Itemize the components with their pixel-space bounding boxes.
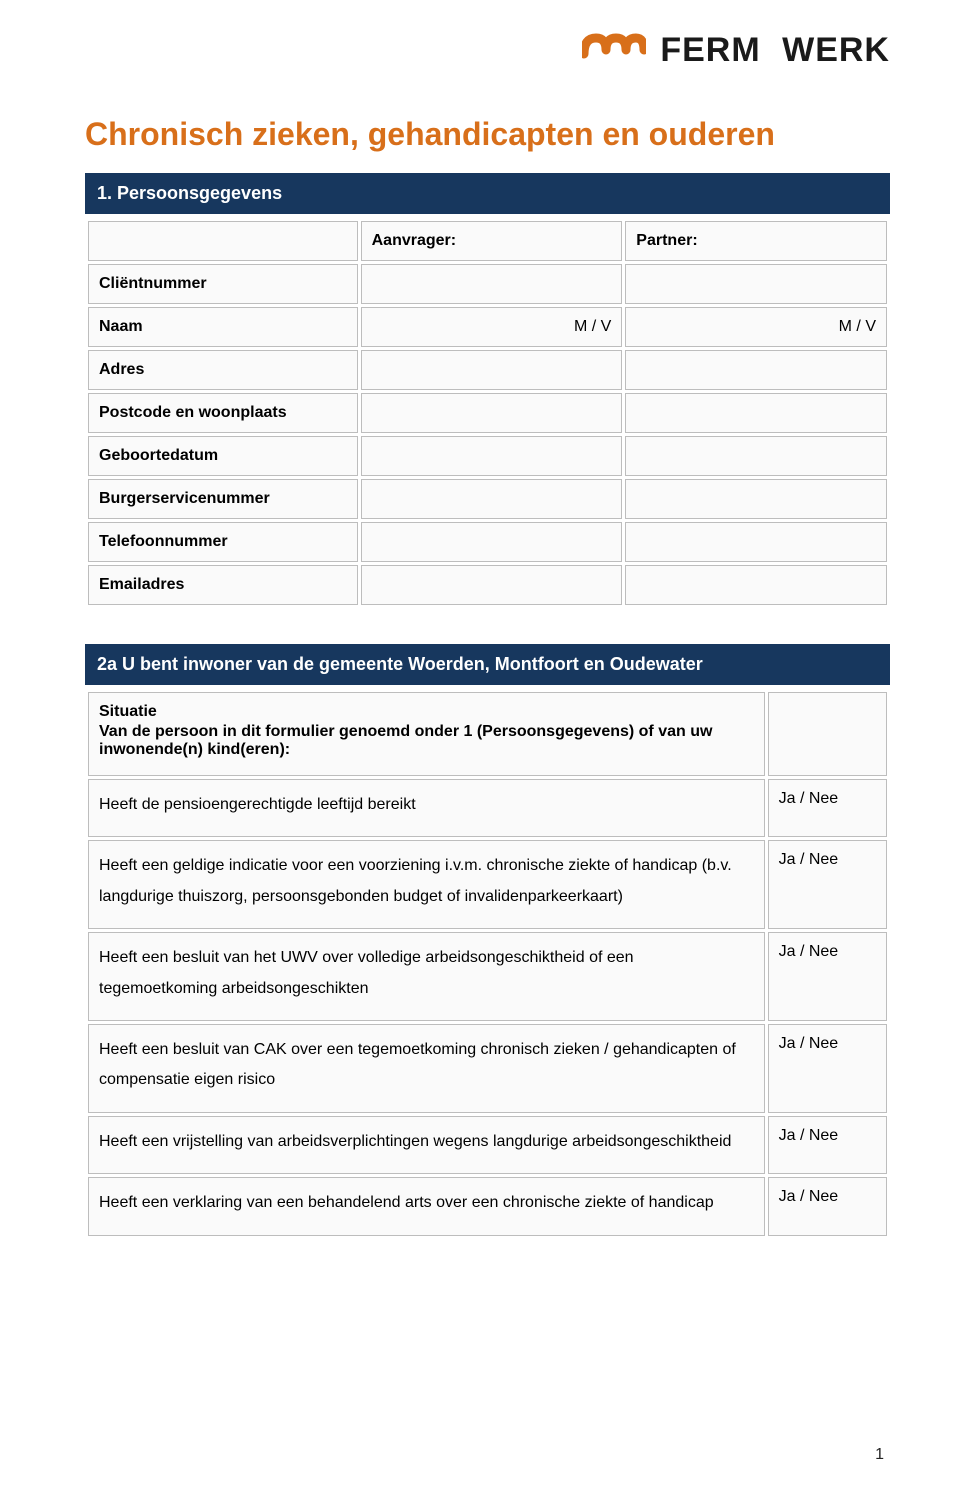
table-row: Naam M / V M / V bbox=[88, 307, 887, 347]
table-row: Burgerservicenummer bbox=[88, 479, 887, 519]
geboortedatum-aanvrager-cell[interactable] bbox=[361, 436, 623, 476]
table-row: Heeft een verklaring van een behandelend… bbox=[88, 1177, 887, 1235]
situation-a4[interactable]: Ja / Nee bbox=[768, 1024, 887, 1113]
bsn-partner-cell[interactable] bbox=[625, 479, 887, 519]
naam-aanvrager-cell[interactable]: M / V bbox=[361, 307, 623, 347]
label-adres: Adres bbox=[88, 350, 358, 390]
table-header-row: Aanvrager: Partner: bbox=[88, 221, 887, 261]
clientnummer-aanvrager-cell[interactable] bbox=[361, 264, 623, 304]
postcode-partner-cell[interactable] bbox=[625, 393, 887, 433]
document-title: Chronisch zieken, gehandicapten en ouder… bbox=[85, 116, 890, 153]
email-partner-cell[interactable] bbox=[625, 565, 887, 605]
page-number: 1 bbox=[875, 1446, 884, 1464]
adres-aanvrager-cell[interactable] bbox=[361, 350, 623, 390]
thin-header-cell bbox=[88, 221, 358, 261]
situation-table: Situatie Van de persoon in dit formulier… bbox=[85, 689, 890, 1239]
email-aanvrager-cell[interactable] bbox=[361, 565, 623, 605]
geboortedatum-partner-cell[interactable] bbox=[625, 436, 887, 476]
personal-details-table: Aanvrager: Partner: Cliëntnummer Naam M … bbox=[85, 218, 890, 608]
postcode-aanvrager-cell[interactable] bbox=[361, 393, 623, 433]
table-row: Heeft een vrijstelling van arbeidsverpli… bbox=[88, 1116, 887, 1174]
label-naam: Naam bbox=[88, 307, 358, 347]
label-email: Emailadres bbox=[88, 565, 358, 605]
page: FERM WERK Chronisch zieken, gehandicapte… bbox=[0, 0, 960, 1490]
table-row: Heeft een besluit van CAK over een tegem… bbox=[88, 1024, 887, 1113]
table-row: Adres bbox=[88, 350, 887, 390]
logo-row: FERM WERK bbox=[85, 20, 890, 80]
table-row: Postcode en woonplaats bbox=[88, 393, 887, 433]
section-2a-header: 2a U bent inwoner van de gemeente Woerde… bbox=[85, 644, 890, 685]
table-row: Heeft een geldige indicatie voor een voo… bbox=[88, 840, 887, 929]
label-geboortedatum: Geboortedatum bbox=[88, 436, 358, 476]
situation-a2[interactable]: Ja / Nee bbox=[768, 840, 887, 929]
label-telefoon: Telefoonnummer bbox=[88, 522, 358, 562]
col-header-aanvrager: Aanvrager: bbox=[361, 221, 623, 261]
table-row: Emailadres bbox=[88, 565, 887, 605]
situation-a1[interactable]: Ja / Nee bbox=[768, 779, 887, 837]
situation-a5[interactable]: Ja / Nee bbox=[768, 1116, 887, 1174]
situation-q5: Heeft een vrijstelling van arbeidsverpli… bbox=[88, 1116, 765, 1174]
table-row: Telefoonnummer bbox=[88, 522, 887, 562]
situation-a6[interactable]: Ja / Nee bbox=[768, 1177, 887, 1235]
ferm-werk-logo-icon bbox=[582, 26, 646, 75]
label-bsn: Burgerservicenummer bbox=[88, 479, 358, 519]
situatie-header-answer bbox=[768, 692, 887, 776]
situation-a3[interactable]: Ja / Nee bbox=[768, 932, 887, 1021]
telefoon-partner-cell[interactable] bbox=[625, 522, 887, 562]
brand-name: FERM WERK bbox=[660, 31, 890, 70]
situation-q2: Heeft een geldige indicatie voor een voo… bbox=[88, 840, 765, 929]
table-row: Cliëntnummer bbox=[88, 264, 887, 304]
section-1-header: 1. Persoonsgegevens bbox=[85, 173, 890, 214]
telefoon-aanvrager-cell[interactable] bbox=[361, 522, 623, 562]
situation-q6: Heeft een verklaring van een behandelend… bbox=[88, 1177, 765, 1235]
naam-partner-cell[interactable]: M / V bbox=[625, 307, 887, 347]
situation-q3: Heeft een besluit van het UWV over volle… bbox=[88, 932, 765, 1021]
col-header-partner: Partner: bbox=[625, 221, 887, 261]
clientnummer-partner-cell[interactable] bbox=[625, 264, 887, 304]
adres-partner-cell[interactable] bbox=[625, 350, 887, 390]
label-postcode: Postcode en woonplaats bbox=[88, 393, 358, 433]
bsn-aanvrager-cell[interactable] bbox=[361, 479, 623, 519]
situation-q4: Heeft een besluit van CAK over een tegem… bbox=[88, 1024, 765, 1113]
situation-q1: Heeft de pensioengerechtigde leeftijd be… bbox=[88, 779, 765, 837]
table-row: Heeft een besluit van het UWV over volle… bbox=[88, 932, 887, 1021]
situation-header-row: Situatie Van de persoon in dit formulier… bbox=[88, 692, 887, 776]
table-row: Heeft de pensioengerechtigde leeftijd be… bbox=[88, 779, 887, 837]
situatie-title: Situatie bbox=[99, 703, 754, 721]
label-clientnummer: Cliëntnummer bbox=[88, 264, 358, 304]
table-row: Geboortedatum bbox=[88, 436, 887, 476]
situatie-subtitle: Van de persoon in dit formulier genoemd … bbox=[99, 723, 712, 758]
situatie-header-cell: Situatie Van de persoon in dit formulier… bbox=[88, 692, 765, 776]
